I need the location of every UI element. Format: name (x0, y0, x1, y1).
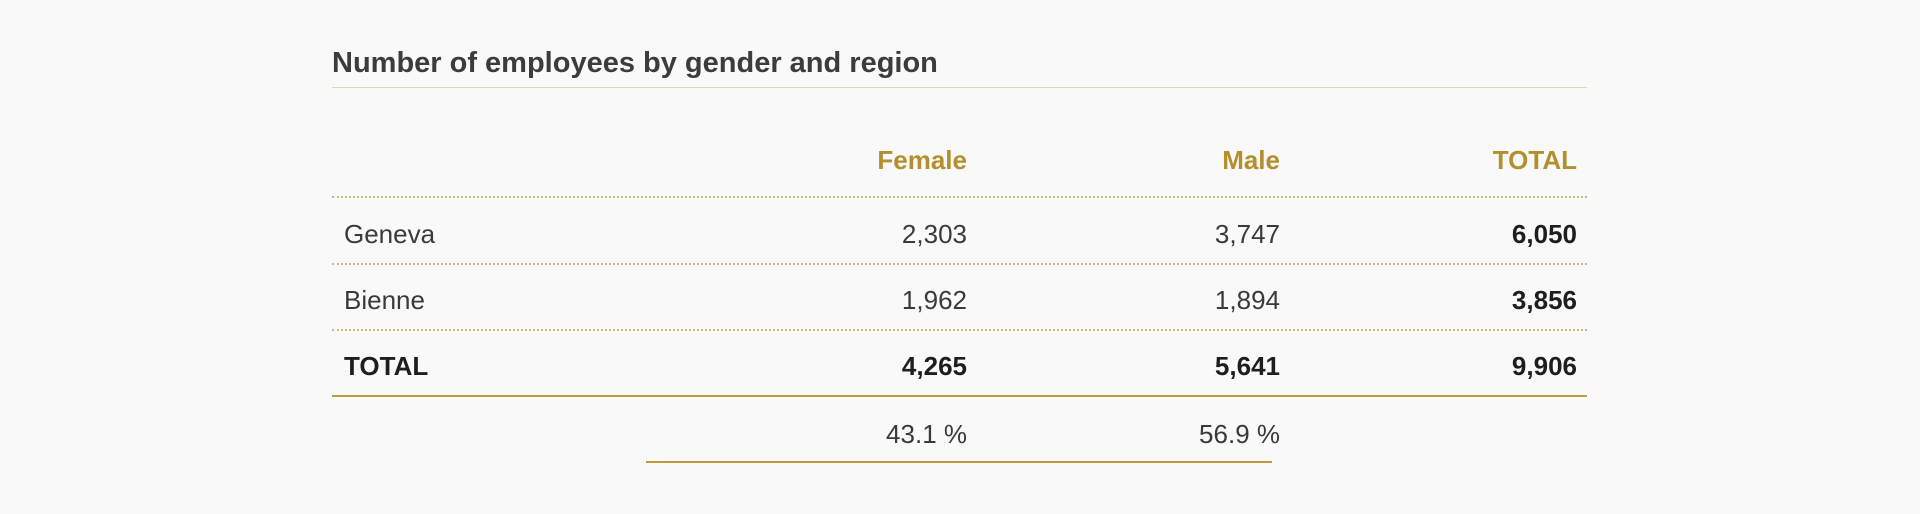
column-header-female: Female (877, 145, 967, 175)
totals-rule (332, 395, 1587, 397)
column-header-total: TOTAL (1492, 145, 1577, 175)
title-divider (332, 87, 1587, 88)
row-label: Bienne (344, 285, 425, 315)
totals-label: TOTAL (344, 351, 429, 381)
total-female: 4,265 (901, 351, 967, 381)
table-row: Geneva 2,303 3,747 6,050 (332, 214, 1587, 254)
male-percentage: 56.9 % (1199, 419, 1280, 449)
cell-total: 3,856 (1511, 285, 1577, 315)
cell-female: 2,303 (901, 219, 967, 249)
percentage-rule (646, 461, 1272, 463)
totals-row: TOTAL 4,265 5,641 9,906 (332, 346, 1587, 386)
table-title: Number of employees by gender and region (332, 47, 938, 79)
cell-male: 3,747 (1214, 219, 1280, 249)
table-row: Bienne 1,962 1,894 3,856 (332, 280, 1587, 320)
female-percentage: 43.1 % (886, 419, 967, 449)
cell-male: 1,894 (1214, 285, 1280, 315)
total-male: 5,641 (1214, 351, 1280, 381)
grand-total: 9,906 (1511, 351, 1577, 381)
row-label: Geneva (344, 219, 436, 249)
row-divider (332, 263, 1587, 265)
row-divider (332, 329, 1587, 331)
row-divider (332, 196, 1587, 198)
cell-total: 6,050 (1511, 219, 1577, 249)
table-header-row: Female Male TOTAL (332, 140, 1587, 180)
column-header-male: Male (1222, 145, 1280, 175)
cell-female: 1,962 (901, 285, 967, 315)
percentage-row: 43.1 % 56.9 % (332, 414, 1587, 454)
